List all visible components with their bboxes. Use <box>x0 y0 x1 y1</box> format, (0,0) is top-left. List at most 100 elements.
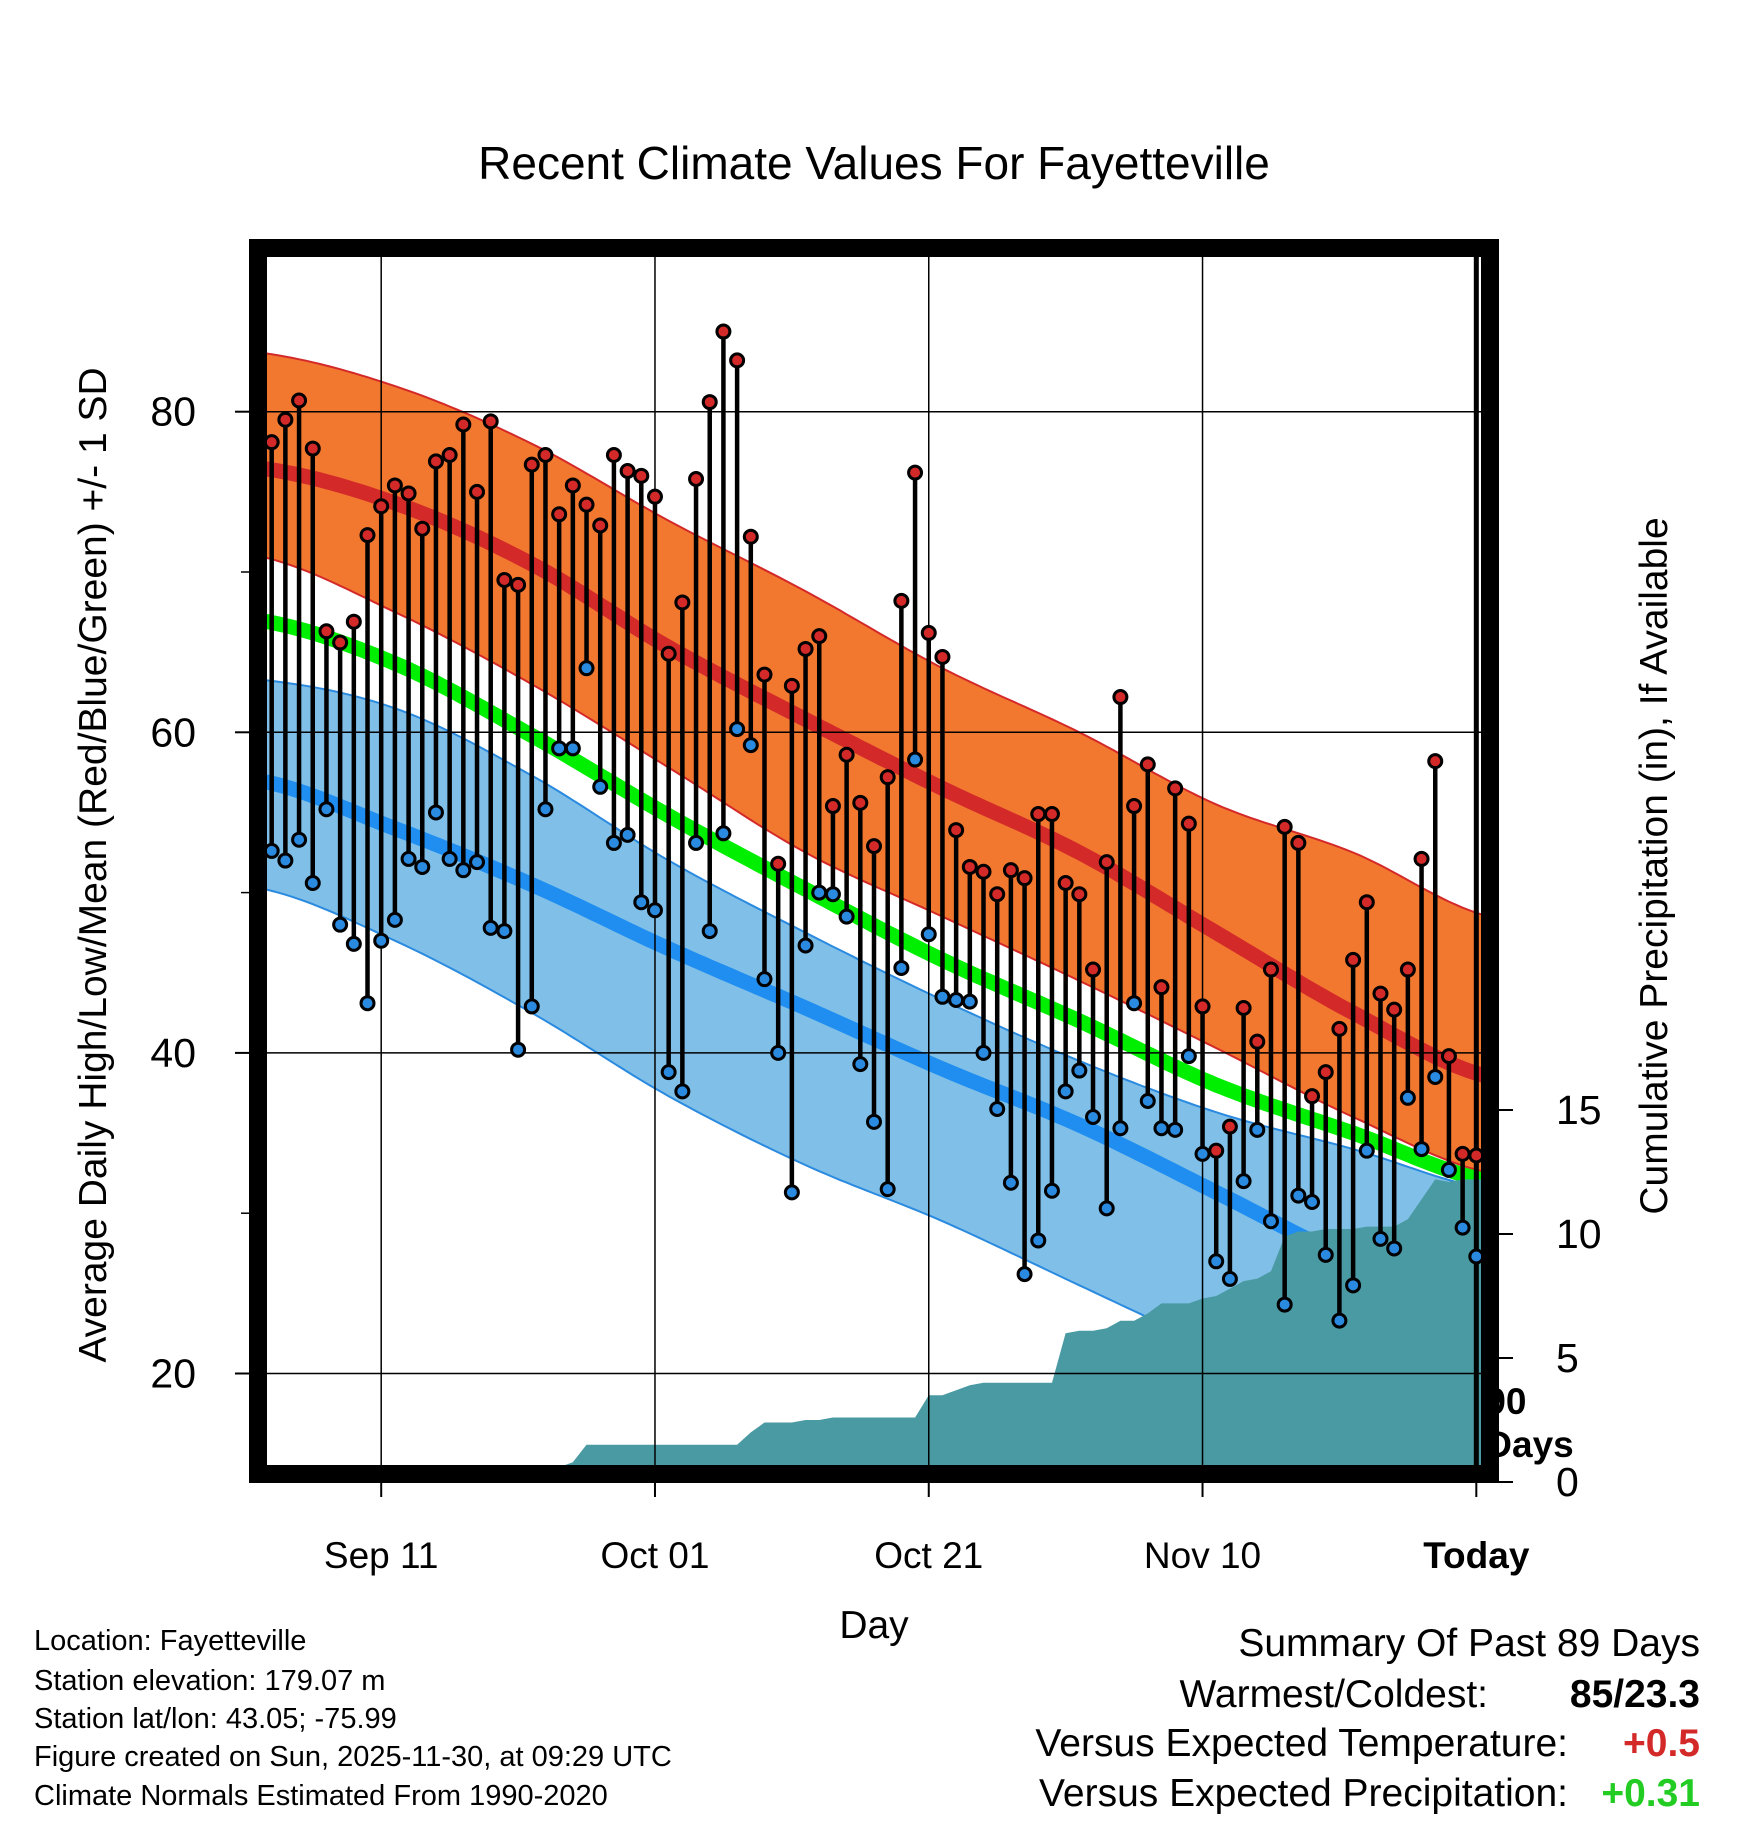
y2-axis-label: Cumulative Precipitation (in), If Availa… <box>1633 517 1676 1214</box>
x-tick-label: Oct 21 <box>874 1535 983 1576</box>
high-point <box>1386 1001 1403 1018</box>
high-point <box>1030 806 1047 823</box>
low-point <box>1440 1161 1457 1178</box>
x-tick-label: Sep 11 <box>324 1535 439 1576</box>
high-point <box>660 645 677 662</box>
low-point <box>1427 1068 1444 1085</box>
low-point <box>1317 1246 1334 1263</box>
low-point <box>866 1113 882 1130</box>
high-point <box>469 483 486 500</box>
high-point <box>701 394 718 411</box>
high-point <box>646 488 663 505</box>
low-point <box>742 737 759 754</box>
summary-warm-cold-label: Warmest/Coldest: <box>1179 1673 1488 1716</box>
high-point <box>455 416 472 433</box>
high-point <box>1262 961 1279 978</box>
low-point <box>1331 1312 1348 1329</box>
high-point <box>852 794 869 811</box>
high-point <box>1126 798 1143 815</box>
high-point <box>742 528 759 545</box>
low-point <box>1262 1213 1279 1230</box>
high-point <box>1235 1000 1252 1017</box>
low-point <box>523 998 540 1015</box>
low-point <box>427 804 444 821</box>
low-point <box>756 971 773 988</box>
low-point <box>893 959 910 976</box>
high-point <box>1221 1118 1238 1135</box>
high-point <box>1153 979 1170 996</box>
high-point <box>1139 756 1156 773</box>
low-point <box>1468 1248 1485 1265</box>
high-point <box>1057 874 1074 891</box>
today-days-label: Days <box>1485 1424 1573 1465</box>
low-point <box>1139 1092 1156 1109</box>
low-point <box>1235 1173 1252 1190</box>
high-point <box>496 572 513 589</box>
high-point <box>1276 818 1293 835</box>
y2-tick-label: 15 <box>1556 1087 1602 1133</box>
low-point <box>715 825 732 842</box>
low-point <box>318 801 335 818</box>
high-point <box>592 517 609 534</box>
x-tick-label: Today <box>1423 1535 1530 1576</box>
high-point <box>510 576 527 593</box>
low-point <box>1399 1089 1416 1106</box>
high-point <box>345 613 362 630</box>
y-tick-label: 80 <box>150 389 196 435</box>
low-point <box>373 932 390 949</box>
high-point <box>304 440 321 457</box>
high-point <box>920 624 937 641</box>
low-point <box>688 834 705 851</box>
low-point <box>564 740 581 757</box>
high-point <box>948 822 965 839</box>
low-point <box>455 862 472 879</box>
low-point <box>1249 1121 1266 1138</box>
high-point <box>975 863 992 880</box>
low-point <box>1057 1083 1074 1100</box>
low-point <box>537 801 554 818</box>
high-point <box>564 477 581 494</box>
low-point <box>304 874 321 891</box>
low-point <box>811 884 828 901</box>
low-point <box>879 1181 896 1198</box>
low-point <box>948 992 965 1009</box>
low-point <box>578 660 595 677</box>
low-point <box>1016 1266 1033 1283</box>
high-point <box>1317 1064 1334 1081</box>
low-point <box>852 1056 869 1073</box>
high-point <box>838 746 855 763</box>
low-point <box>797 937 814 954</box>
y2-tick-label: 10 <box>1556 1211 1602 1257</box>
summary-precip-value: +0.31 <box>1601 1772 1700 1815</box>
high-point <box>619 463 636 480</box>
high-point <box>1071 886 1088 903</box>
chart-title: Recent Climate Values For Fayetteville <box>478 137 1270 189</box>
low-point <box>1071 1062 1088 1079</box>
high-point <box>1358 894 1375 911</box>
high-point <box>1468 1147 1485 1164</box>
low-point <box>1386 1240 1403 1257</box>
y-axis-label: Average Daily High/Low/Mean (Red/Blue/Gr… <box>72 367 115 1362</box>
low-point <box>1208 1253 1225 1270</box>
high-point <box>414 520 431 537</box>
high-point <box>770 855 787 872</box>
high-point <box>1440 1048 1457 1065</box>
high-point <box>1085 961 1102 978</box>
high-point <box>482 413 499 430</box>
high-point <box>523 456 540 473</box>
high-point <box>688 471 705 488</box>
high-point <box>373 498 390 515</box>
low-point <box>1413 1141 1430 1158</box>
high-point <box>605 446 622 463</box>
low-point <box>277 852 294 869</box>
high-point <box>386 477 403 494</box>
low-point <box>1153 1120 1170 1137</box>
low-point <box>920 926 937 943</box>
high-point <box>879 769 896 786</box>
low-point <box>592 778 609 795</box>
low-point <box>496 923 513 940</box>
high-point <box>291 392 308 409</box>
low-point <box>1290 1187 1307 1204</box>
high-point <box>1180 815 1197 832</box>
